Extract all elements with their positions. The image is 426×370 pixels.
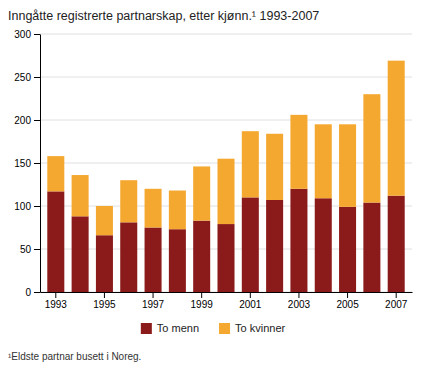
bar (193, 221, 210, 292)
grid-line (40, 34, 412, 35)
bar (242, 197, 259, 292)
bar (145, 228, 162, 293)
legend-item: To kvinner (219, 322, 285, 334)
bar (193, 166, 210, 220)
x-tick: 1993 (45, 292, 68, 310)
y-tick-label: 300 (14, 29, 31, 40)
grid (40, 34, 412, 292)
bar (72, 175, 89, 216)
grid-line (40, 120, 412, 121)
x-tick: 2003 (288, 292, 311, 310)
bar (290, 115, 307, 189)
x-tick: 1999 (191, 292, 214, 310)
x-tick-label: 1995 (93, 299, 116, 310)
x-axis: 1993 1995 1997 1999 2001 2003 2005 2007 (41, 292, 413, 310)
x-tick: 2005 (336, 292, 359, 310)
y-tick-label: 250 (14, 72, 31, 83)
x-tick-mark (347, 292, 348, 298)
bar (120, 180, 137, 222)
x-tick: 2001 (239, 292, 262, 310)
y-tick: 150 (14, 158, 40, 169)
bar (47, 191, 64, 292)
legend-label: To kvinner (235, 322, 285, 334)
bars (47, 61, 404, 292)
footnote: ¹Eldste partnar busett i Noreg. (8, 351, 141, 362)
x-tick-label: 2005 (336, 299, 359, 310)
bar (339, 207, 356, 292)
y-tick: 50 (20, 244, 40, 255)
bar (72, 216, 89, 292)
chart: 1993 1995 1997 1999 2001 2003 2005 2007 0 50 100 15… (0, 0, 426, 370)
y-tick: 100 (14, 201, 40, 212)
x-tick-label: 1999 (191, 299, 214, 310)
y-tick-label: 0 (25, 287, 31, 298)
x-tick-mark (250, 292, 251, 298)
bar (47, 156, 64, 191)
y-tick: 250 (14, 72, 40, 83)
y-tick-mark (34, 77, 40, 78)
series (47, 61, 404, 236)
bar (242, 131, 259, 197)
y-tick-mark (34, 206, 40, 207)
y-tick-label: 150 (14, 158, 31, 169)
y-tick-label: 50 (20, 244, 32, 255)
title: Inngåtte registrerte partnarskap, etter … (8, 9, 319, 23)
bar (169, 229, 186, 292)
y-tick-label: 200 (14, 115, 31, 126)
x-tick-mark (153, 292, 154, 298)
legend-item: To menn (141, 322, 199, 334)
x-tick: 1997 (142, 292, 165, 310)
x-tick-mark (396, 292, 397, 298)
x-tick-mark (298, 292, 299, 298)
y-tick-mark (34, 292, 40, 293)
bar (266, 134, 283, 200)
bar (217, 224, 234, 292)
x-tick-label: 2003 (288, 299, 311, 310)
bar (363, 94, 380, 202)
bar (363, 203, 380, 292)
x-tick-mark (104, 292, 105, 298)
x-tick-label: 1993 (45, 299, 68, 310)
legend-swatch (219, 323, 230, 334)
bar (266, 200, 283, 292)
bar (169, 191, 186, 230)
x-tick: 2007 (385, 292, 408, 310)
bar (96, 235, 113, 292)
y-axis: 0 50 100 150 200 250 300 (14, 29, 40, 298)
y-axis-line (40, 35, 41, 293)
x-tick: 1995 (93, 292, 116, 310)
bar (315, 198, 332, 292)
legend: To menn To kvinner (141, 322, 286, 334)
legend-swatch (141, 323, 152, 334)
y-tick-label: 100 (14, 201, 31, 212)
x-tick-label: 2007 (385, 299, 408, 310)
bar (120, 222, 137, 292)
x-tick-label: 1997 (142, 299, 165, 310)
x-tick-label: 2001 (239, 299, 262, 310)
bar (290, 189, 307, 292)
x-axis-line (41, 292, 413, 293)
y-tick: 0 (25, 287, 40, 298)
grid-line (40, 77, 412, 78)
plot: 1993 1995 1997 1999 2001 2003 2005 2007 0 50 100 15… (14, 29, 412, 310)
y-tick-mark (34, 34, 40, 35)
y-tick-mark (34, 120, 40, 121)
bar (315, 124, 332, 198)
legend-label: To menn (157, 322, 199, 334)
bar (145, 189, 162, 228)
bar (217, 159, 234, 224)
x-tick-mark (55, 292, 56, 298)
y-tick-mark (34, 163, 40, 164)
bar (388, 196, 405, 292)
x-tick-mark (201, 292, 202, 298)
bar (388, 61, 405, 196)
y-tick-mark (34, 249, 40, 250)
y-tick: 200 (14, 115, 40, 126)
bar (339, 124, 356, 207)
y-tick: 300 (14, 29, 40, 40)
bar (96, 206, 113, 235)
